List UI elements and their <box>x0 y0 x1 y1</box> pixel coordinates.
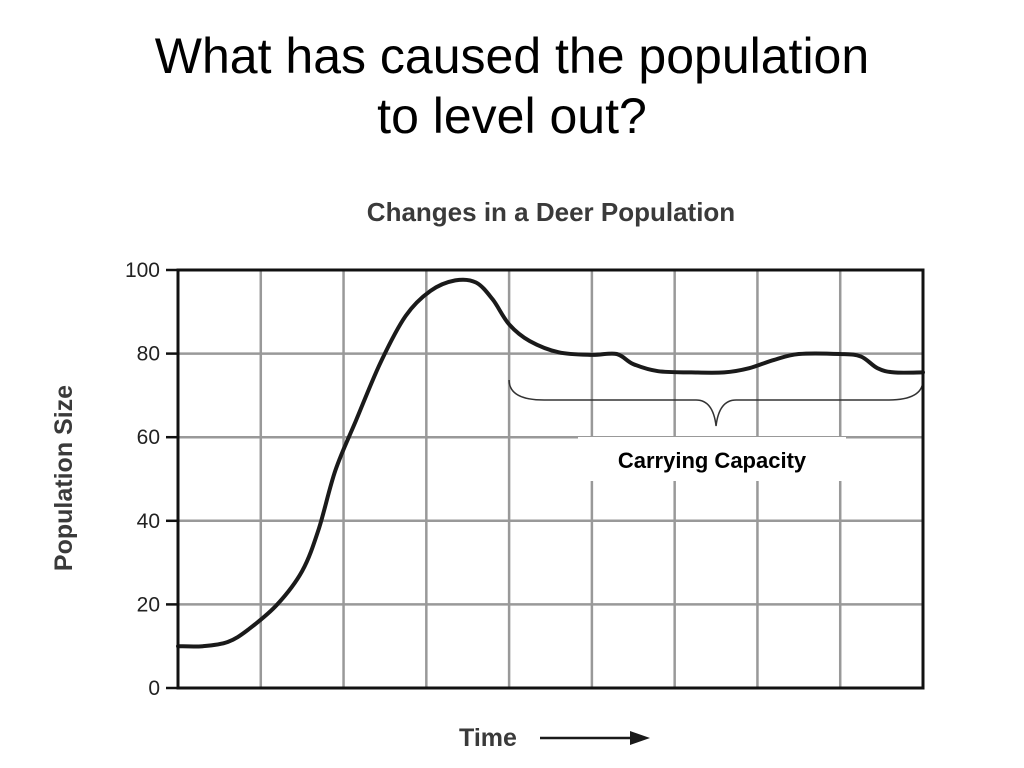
plot-frame <box>176 268 925 690</box>
y-tick-label: 0 <box>148 677 160 700</box>
carrying-capacity-label: Carrying Capacity <box>618 448 807 473</box>
annotation-layer: Carrying Capacity <box>508 379 924 481</box>
y-tick-label: 40 <box>137 510 160 533</box>
y-tick-label: 60 <box>137 426 160 449</box>
y-tick-label: 100 <box>125 259 160 282</box>
y-tick-label: 20 <box>137 593 160 616</box>
slide-title-line-2: to level out? <box>377 88 647 144</box>
population-series-line <box>176 277 925 649</box>
slide-title-line-1: What has caused the population <box>154 28 870 84</box>
series-layer <box>176 277 925 649</box>
x-axis-arrow <box>540 731 650 745</box>
chart-title: Changes in a Deer Population <box>367 197 735 227</box>
y-axis-label: Population Size <box>50 385 78 571</box>
slide-title: What has caused the population to level … <box>0 26 1024 146</box>
annotation-label-background <box>578 437 846 481</box>
y-tick-label: 80 <box>137 343 160 366</box>
carrying-capacity-brace <box>508 379 924 427</box>
y-tick-labels: 0 20 40 60 80 100 <box>125 259 178 700</box>
x-axis-label: Time <box>459 724 517 752</box>
